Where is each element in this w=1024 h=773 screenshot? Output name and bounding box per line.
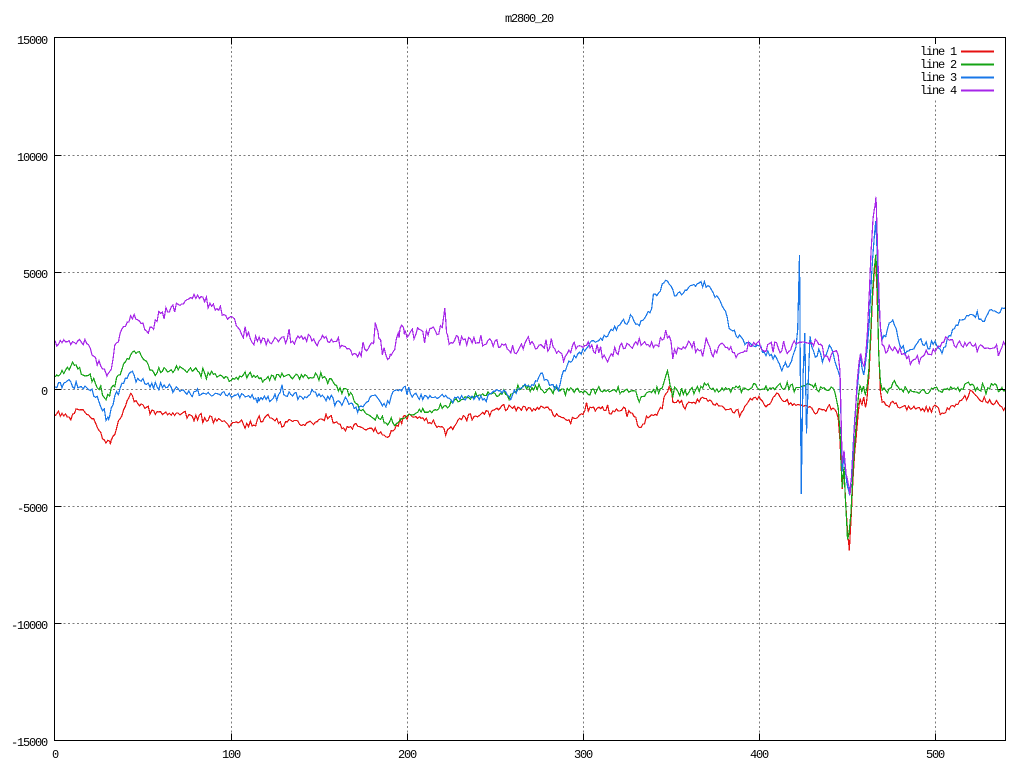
- svg-text:100: 100: [222, 748, 241, 762]
- svg-text:300: 300: [574, 748, 593, 762]
- svg-text:0: 0: [41, 385, 48, 399]
- svg-text:15000: 15000: [17, 34, 48, 48]
- svg-text:5000: 5000: [23, 268, 48, 282]
- svg-text:-15000: -15000: [11, 736, 48, 750]
- svg-text:500: 500: [926, 748, 945, 762]
- svg-text:line 2: line 2: [920, 58, 957, 72]
- svg-text:line 3: line 3: [920, 71, 957, 85]
- svg-text:10000: 10000: [17, 151, 48, 165]
- svg-text:0: 0: [52, 748, 59, 762]
- svg-text:-5000: -5000: [17, 502, 48, 516]
- svg-text:m2800_20: m2800_20: [505, 12, 554, 26]
- svg-text:400: 400: [750, 748, 769, 762]
- svg-text:200: 200: [398, 748, 417, 762]
- svg-text:line 1: line 1: [920, 45, 957, 59]
- svg-text:line 4: line 4: [920, 84, 957, 98]
- svg-text:-10000: -10000: [11, 619, 48, 633]
